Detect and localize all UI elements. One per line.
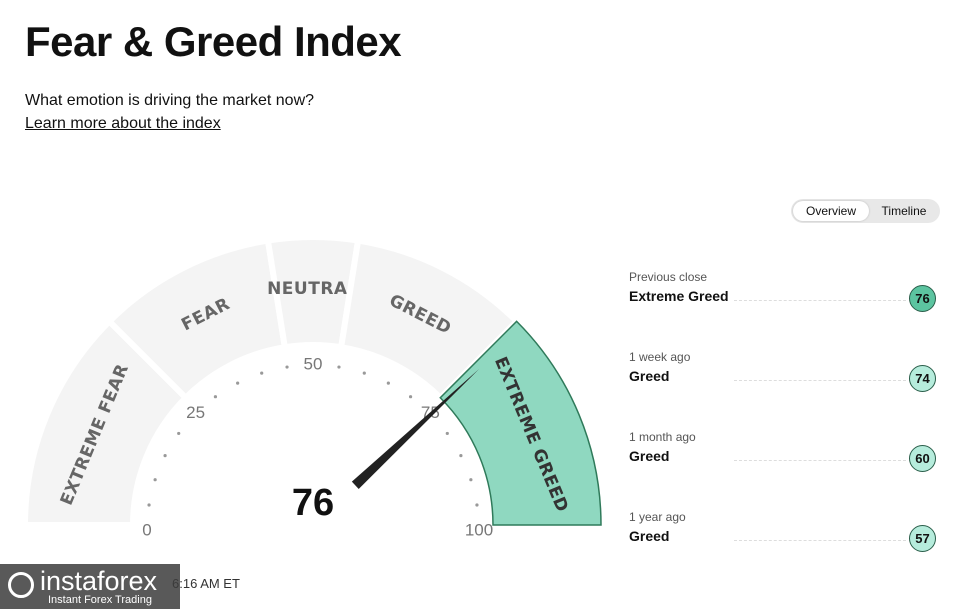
learn-more-link[interactable]: Learn more about the index	[25, 115, 221, 132]
tab-timeline[interactable]: Timeline	[881, 204, 927, 218]
history-rating: Greed	[629, 368, 670, 384]
tab-overview[interactable]: Overview	[793, 201, 869, 221]
tab-switch: Overview Timeline	[791, 199, 940, 223]
scale-dot	[177, 431, 181, 436]
history-value: 74	[909, 365, 936, 392]
scale-dot	[147, 503, 151, 507]
history-value: 60	[909, 445, 936, 472]
subtitle: What emotion is driving the market now?	[25, 92, 315, 109]
history-rating: Greed	[629, 448, 670, 464]
watermark-brand: instaforex	[40, 566, 158, 596]
scale-dot	[386, 381, 390, 385]
history-rating: Extreme Greed	[629, 288, 729, 304]
scale-dot	[163, 454, 167, 458]
history-item: 1 week ago Greed 74	[629, 350, 936, 410]
history-period: 1 month ago	[629, 430, 696, 444]
history-item: 1 month ago Greed 60	[629, 430, 936, 490]
scale-dot	[236, 381, 240, 385]
history-period: 1 week ago	[629, 350, 691, 364]
scale-dot	[285, 365, 289, 369]
leader-line	[734, 460, 906, 461]
scale-dot	[445, 431, 449, 436]
gauge-value: 76	[292, 482, 334, 524]
zone-label: NEUTRAL	[267, 279, 359, 299]
history-item: Previous close Extreme Greed 76	[629, 270, 936, 330]
leader-line	[734, 540, 906, 541]
center-disc	[255, 465, 371, 540]
scale-tick-label: 0	[142, 520, 151, 539]
history-value: 76	[909, 285, 936, 312]
scale-dot	[459, 454, 463, 458]
watermark-icon	[8, 572, 34, 598]
scale-tick-label: 100	[465, 520, 493, 539]
scale-dot	[213, 395, 218, 399]
scale-tick-label: 50	[304, 354, 323, 373]
scale-dot	[153, 478, 157, 482]
gauge-zone	[439, 320, 602, 526]
title: Fear & Greed Index	[25, 18, 402, 65]
scale-tick-label: 25	[186, 403, 205, 422]
needle	[351, 368, 480, 489]
scale-dot	[469, 478, 473, 482]
scale-dot	[362, 371, 366, 375]
watermark: instaforex Instant Forex Trading	[0, 564, 180, 609]
scale-dot	[337, 365, 341, 369]
history-value: 57	[909, 525, 936, 552]
history-rating: Greed	[629, 528, 670, 544]
leader-line	[734, 300, 906, 301]
history-period: 1 year ago	[629, 510, 686, 524]
updated-time: 6:16 AM ET	[172, 576, 240, 591]
history-period: Previous close	[629, 270, 708, 284]
watermark-tagline: Instant Forex Trading	[48, 594, 152, 606]
scale-dot	[260, 371, 264, 375]
leader-line	[734, 380, 906, 381]
scale-dot	[408, 395, 413, 399]
scale-dot	[475, 503, 479, 507]
history-item: 1 year ago Greed 57	[629, 510, 936, 570]
